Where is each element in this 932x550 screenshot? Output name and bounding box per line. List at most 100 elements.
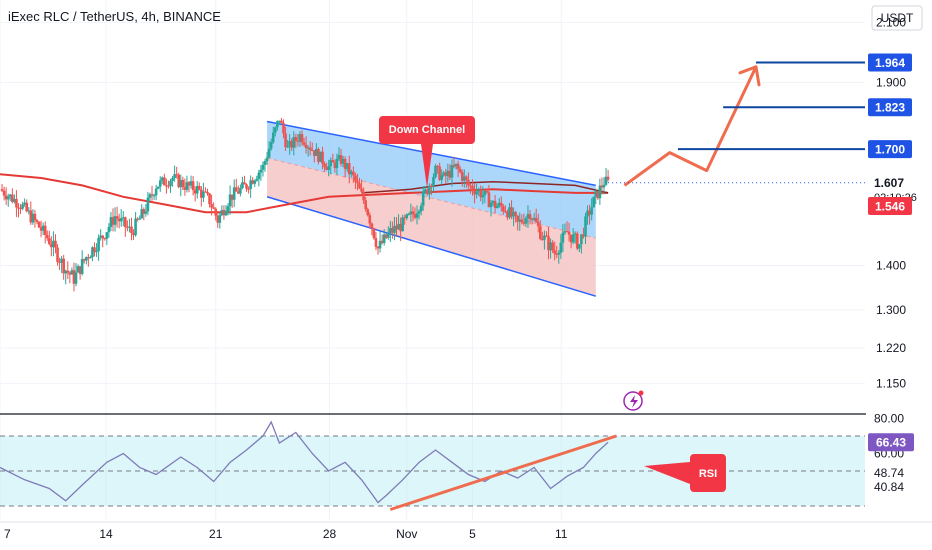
- candle-body: [296, 140, 300, 142]
- projection-line: [623, 66, 758, 187]
- candle-body: [343, 159, 347, 169]
- candle-body: [454, 163, 458, 167]
- candle-body: [374, 238, 378, 247]
- candle-body: [21, 204, 24, 209]
- candle-body: [306, 147, 310, 149]
- candle-body: [43, 225, 47, 235]
- candle-body: [31, 213, 35, 223]
- candle-body: [421, 191, 425, 206]
- candle-body: [37, 221, 41, 228]
- candle-body: [278, 120, 281, 122]
- candle-body: [195, 185, 199, 194]
- candle-body: [317, 148, 320, 162]
- candle-body: [349, 171, 353, 175]
- target-level-label: 1.964: [875, 56, 905, 70]
- candle-body: [372, 228, 376, 239]
- candle-body: [72, 270, 76, 284]
- candle-body: [508, 207, 511, 218]
- candle-body: [534, 217, 538, 223]
- candle-body: [384, 234, 388, 238]
- candle-body: [89, 257, 92, 259]
- candle-body: [259, 169, 263, 173]
- down-channel-callout: [379, 116, 475, 188]
- candle-body: [35, 220, 39, 222]
- channel-mid-line: [266, 157, 596, 239]
- candle-body: [594, 190, 598, 197]
- candle-body: [214, 208, 218, 216]
- ma-value-badge: [868, 196, 912, 215]
- candle-body: [536, 222, 540, 227]
- candle-body: [70, 270, 74, 275]
- candle-body: [399, 223, 402, 232]
- candle-body: [175, 174, 178, 176]
- candle-body: [499, 202, 503, 207]
- candle-body: [339, 155, 343, 164]
- candle-body: [150, 194, 154, 196]
- candle-body: [107, 226, 111, 233]
- candle-body: [179, 179, 183, 188]
- candle-body: [13, 199, 16, 202]
- candle-body: [565, 231, 569, 233]
- candle-body: [181, 179, 185, 188]
- candle-body: [584, 216, 587, 237]
- candle-body: [382, 234, 386, 244]
- candle-body: [434, 165, 437, 178]
- candle-body: [403, 217, 407, 219]
- candle-body: [477, 190, 480, 192]
- candle-body: [310, 149, 314, 151]
- candle-body: [109, 217, 113, 227]
- candle-body: [561, 232, 565, 243]
- candle-body: [101, 235, 105, 239]
- candle-body: [423, 189, 427, 192]
- candle-body: [438, 166, 441, 180]
- candle-body: [66, 270, 70, 273]
- candle-body: [218, 215, 222, 223]
- moving-average-slow-line: [361, 180, 609, 194]
- target-level-badge: [868, 140, 912, 159]
- candle-body: [308, 147, 312, 150]
- candle-body: [528, 213, 532, 220]
- candle-body: [440, 175, 443, 180]
- candle-body: [352, 171, 355, 176]
- candle-body: [27, 210, 31, 212]
- candle-body: [370, 223, 374, 229]
- candle-body: [368, 215, 372, 224]
- candle-body: [82, 259, 86, 261]
- candle-body: [142, 209, 146, 214]
- candle-body: [294, 137, 298, 141]
- rsi-tick-label: 80.00: [874, 412, 904, 426]
- current-price-label: 1.607: [874, 176, 904, 190]
- candle-body: [111, 217, 115, 225]
- candle-body: [126, 226, 129, 228]
- candle-body: [532, 217, 536, 220]
- candle-body: [251, 180, 254, 184]
- candle-body: [167, 185, 170, 187]
- candle-body: [356, 181, 359, 184]
- candle-body: [588, 210, 591, 215]
- rsi-callout-label: RSI: [699, 468, 717, 480]
- candle-body: [0, 189, 4, 191]
- price-tick-label: 1.900: [876, 75, 906, 89]
- price-tick-label: 1.400: [876, 258, 906, 272]
- candle-body: [45, 234, 49, 239]
- candle-body: [547, 236, 550, 251]
- candle-body: [432, 177, 435, 187]
- candle-body: [132, 232, 135, 236]
- candle-body: [411, 211, 415, 215]
- rsi-current-label: 66.43: [876, 436, 906, 450]
- candle-body: [189, 181, 193, 186]
- candle-body: [224, 211, 228, 216]
- candle-body: [569, 234, 573, 243]
- candle-body: [64, 270, 68, 274]
- candle-body: [241, 182, 244, 188]
- candle-body: [479, 190, 483, 198]
- candle-body: [407, 213, 411, 215]
- candle-body: [530, 219, 534, 221]
- candle-body: [197, 185, 201, 190]
- candle-body: [52, 240, 55, 248]
- candle-body: [522, 222, 526, 224]
- candle-body: [506, 211, 509, 218]
- candle-body: [239, 187, 242, 194]
- candle-body: [93, 247, 96, 253]
- candle-body: [271, 132, 275, 143]
